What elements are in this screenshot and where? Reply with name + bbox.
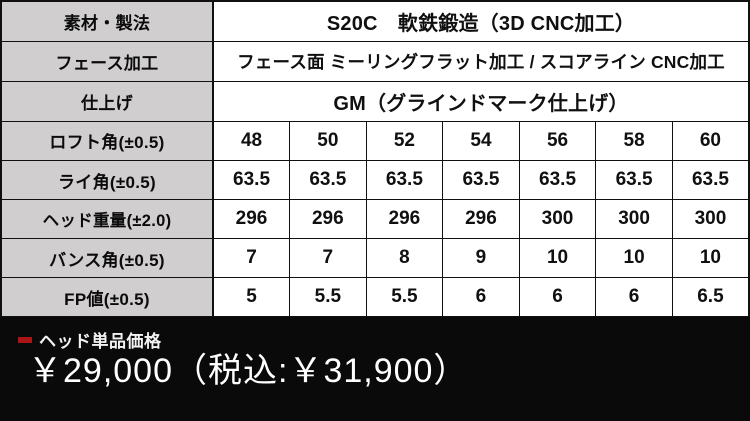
table-row-head-weight: ヘッド重量(±2.0) 296 296 296 296 300 300 300 [0, 199, 750, 240]
cell-bounce-5: 10 [595, 238, 673, 279]
cell-fp-5: 6 [595, 277, 673, 318]
cell-loft-3: 54 [442, 120, 520, 161]
cell-lie-5: 63.5 [595, 159, 673, 201]
row-label-head-weight: ヘッド重量(±2.0) [0, 199, 214, 240]
cell-head-weight-6: 300 [671, 199, 750, 240]
cell-fp-4: 6 [518, 277, 597, 318]
cell-head-weight-2: 296 [365, 199, 444, 240]
row-label-material: 素材・製法 [0, 0, 214, 42]
specification-table: 素材・製法 S20C 軟鉄鍛造（3D CNC加工） フェース加工 フェース面 ミ… [0, 0, 750, 318]
cell-fp-1: 5.5 [289, 277, 367, 318]
cell-loft-6: 60 [671, 120, 750, 161]
cell-loft-5: 58 [595, 120, 673, 161]
row-label-fp: FP値(±0.5) [0, 277, 214, 318]
table-row-finish: 仕上げ GM（グラインドマーク仕上げ） [0, 80, 750, 122]
price-heading: ヘッド単品価格 [18, 327, 162, 352]
cell-bounce-3: 9 [442, 238, 520, 279]
price-heading-label: ヘッド単品価格 [39, 332, 162, 351]
row-value-material: S20C 軟鉄鍛造（3D CNC加工） [212, 0, 750, 42]
cell-lie-2: 63.5 [365, 159, 444, 201]
cell-loft-1: 50 [289, 120, 367, 161]
row-label-bounce: バンス角(±0.5) [0, 238, 214, 279]
cell-head-weight-3: 296 [442, 199, 520, 240]
cell-fp-6: 6.5 [671, 277, 750, 318]
table-row-loft: ロフト角(±0.5) 48 50 52 54 56 58 60 [0, 120, 750, 161]
spec-table-body: 素材・製法 S20C 軟鉄鍛造（3D CNC加工） フェース加工 フェース面 ミ… [0, 0, 750, 318]
cell-lie-1: 63.5 [289, 159, 367, 201]
cell-head-weight-0: 296 [212, 199, 291, 240]
table-row-material: 素材・製法 S20C 軟鉄鍛造（3D CNC加工） [0, 0, 750, 42]
cell-loft-2: 52 [365, 120, 444, 161]
cell-lie-6: 63.5 [671, 159, 750, 201]
cell-lie-4: 63.5 [518, 159, 597, 201]
cell-bounce-6: 10 [671, 238, 750, 279]
price-block: ヘッド単品価格 ￥29,000（税込:￥31,900） [0, 317, 750, 421]
row-value-face-machining: フェース面 ミーリングフラット加工 / スコアライン CNC加工 [212, 40, 750, 82]
cell-bounce-2: 8 [365, 238, 444, 279]
table-row-face-machining: フェース加工 フェース面 ミーリングフラット加工 / スコアライン CNC加工 [0, 40, 750, 82]
row-label-finish: 仕上げ [0, 80, 214, 122]
row-label-loft: ロフト角(±0.5) [0, 120, 214, 161]
cell-head-weight-4: 300 [518, 199, 597, 240]
table-row-bounce: バンス角(±0.5) 7 7 8 9 10 10 10 [0, 238, 750, 279]
price-amount: ￥29,000（税込:￥31,900） [28, 352, 469, 390]
cell-head-weight-5: 300 [595, 199, 673, 240]
red-dash-icon [18, 336, 32, 343]
cell-loft-0: 48 [212, 120, 291, 161]
row-label-lie: ライ角(±0.5) [0, 159, 214, 201]
row-value-finish: GM（グラインドマーク仕上げ） [212, 80, 750, 122]
cell-loft-4: 56 [518, 120, 597, 161]
cell-lie-3: 63.5 [442, 159, 520, 201]
cell-fp-3: 6 [442, 277, 520, 318]
cell-lie-0: 63.5 [212, 159, 291, 201]
row-label-face-machining: フェース加工 [0, 40, 214, 82]
cell-bounce-4: 10 [518, 238, 597, 279]
cell-head-weight-1: 296 [289, 199, 367, 240]
cell-bounce-1: 7 [289, 238, 367, 279]
cell-fp-0: 5 [212, 277, 291, 318]
table-row-lie: ライ角(±0.5) 63.5 63.5 63.5 63.5 63.5 63.5 … [0, 159, 750, 201]
cell-fp-2: 5.5 [365, 277, 444, 318]
cell-bounce-0: 7 [212, 238, 291, 279]
table-row-fp: FP値(±0.5) 5 5.5 5.5 6 6 6 6.5 [0, 277, 750, 318]
